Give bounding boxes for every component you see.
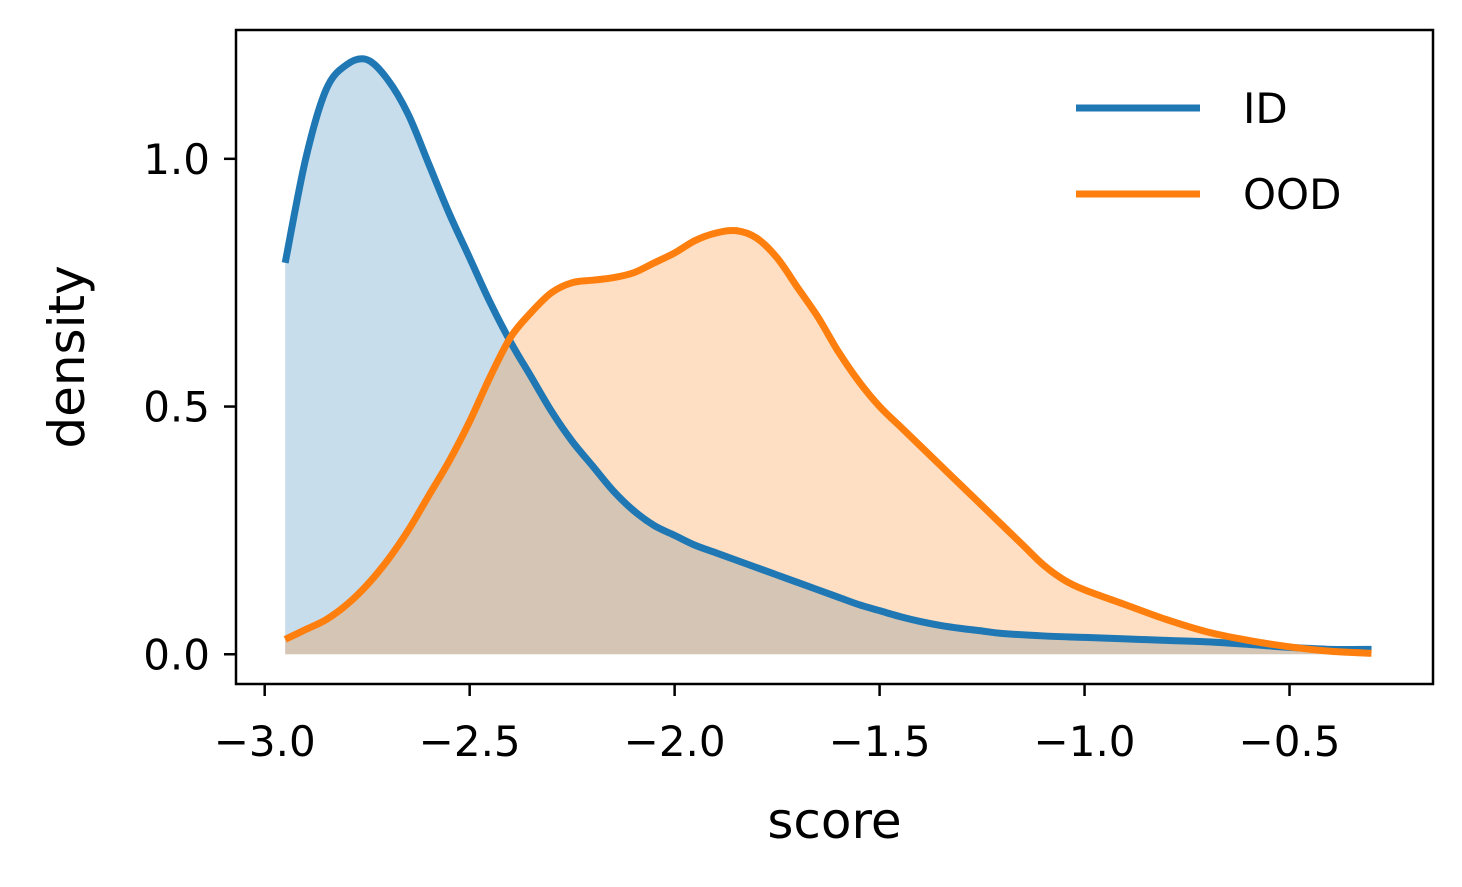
- x-axis-label: score: [767, 792, 901, 850]
- x-tick-label: −1.0: [1034, 717, 1136, 766]
- x-tick-label: −3.0: [214, 717, 316, 766]
- x-tick-label: −1.5: [829, 717, 931, 766]
- x-tick-label: −0.5: [1239, 717, 1341, 766]
- id-area-fill: [285, 58, 1372, 655]
- y-tick-label: 0.5: [143, 383, 210, 432]
- lines-layer: [281, 55, 1372, 657]
- fills-layer: [285, 58, 1372, 655]
- ood-series-line: [283, 226, 1372, 657]
- y-tick-label: 0.0: [143, 630, 210, 679]
- ood-area-fill: [285, 230, 1372, 655]
- axes-frame: [234, 28, 1435, 686]
- x-axis-ticks: −3.0 −2.5 −2.0 −1.5 −1.0 −0.5: [214, 684, 1341, 766]
- y-axis-ticks: 0.0 0.5 1.0: [143, 135, 236, 679]
- x-tick-label: −2.5: [419, 717, 521, 766]
- legend-label-id: ID: [1243, 84, 1288, 133]
- legend: ID OOD: [1076, 84, 1341, 219]
- legend-label-ood: OOD: [1243, 170, 1341, 219]
- y-tick-label: 1.0: [143, 135, 210, 184]
- x-tick-label: −2.0: [624, 717, 726, 766]
- id-series-line: [281, 55, 1372, 653]
- y-axis-label: density: [38, 265, 96, 448]
